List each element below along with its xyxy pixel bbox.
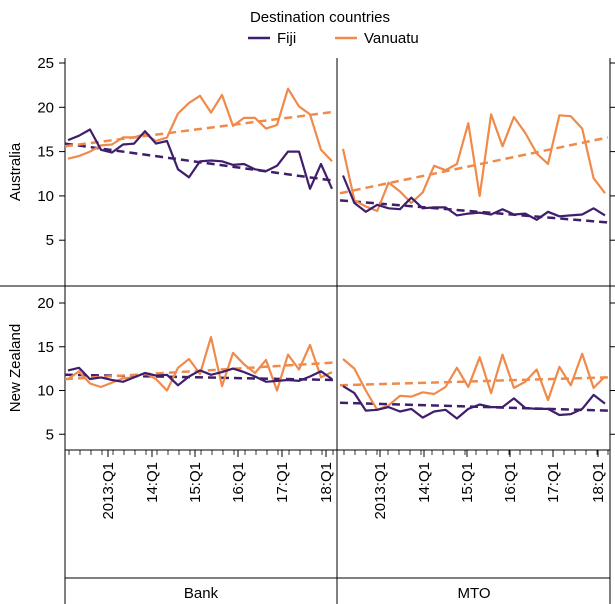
- series-line-fiji: [67, 128, 334, 190]
- x-tick-label: 15:Q1: [459, 462, 476, 503]
- x-tick-label: 14:Q1: [144, 462, 161, 503]
- x-tick-label: 15:Q1: [187, 462, 204, 503]
- legend-label-vanuatu: Vanuatu: [364, 30, 419, 47]
- x-tick-label: 18:Q1: [590, 462, 607, 503]
- trend-line-vanuatu: [339, 376, 609, 387]
- x-tick-label: 17:Q1: [545, 462, 562, 503]
- y-tick-label: 15: [37, 339, 54, 356]
- trend-line-fiji: [339, 199, 609, 224]
- y-tick-label: 20: [37, 99, 54, 116]
- group-label-bank: Bank: [184, 585, 219, 602]
- series-line-vanuatu: [341, 113, 606, 213]
- y-tick-label: 10: [37, 383, 54, 400]
- series-line-vanuatu: [67, 87, 333, 163]
- y-tick-label: 25: [37, 55, 54, 72]
- y-tick-label: 5: [46, 426, 54, 443]
- series-line-vanuatu: [342, 352, 606, 411]
- x-tick-label: 18:Q1: [318, 462, 335, 503]
- y-tick-label: 15: [37, 144, 54, 161]
- series-line-fiji: [342, 385, 606, 420]
- x-tick-label: 17:Q1: [274, 462, 291, 503]
- series-line-fiji: [341, 175, 606, 221]
- legend-label-fiji: Fiji: [277, 30, 296, 47]
- series-line-vanuatu: [67, 336, 333, 392]
- legend-title: Destination countries: [250, 9, 390, 26]
- x-tick-label: 16:Q1: [502, 462, 519, 503]
- series-line-fiji: [67, 366, 333, 387]
- y-axis-ticks: 5 10 15 20 25 5 10 15 20: [37, 55, 615, 443]
- axes-frame: [0, 58, 615, 604]
- y-tick-label: 20: [37, 295, 54, 312]
- series-layer: [64, 87, 609, 420]
- x-axis-ticks: 2013:Q1 14:Q1 15:Q1 16:Q1 17:Q1 18:Q1 2013:Q1 1…: [68, 450, 609, 520]
- x-tick-label: 2013:Q1: [100, 462, 117, 520]
- y-tick-label: 5: [46, 232, 54, 249]
- trend-line-vanuatu: [64, 110, 336, 148]
- x-tick-label: 2013:Q1: [372, 462, 389, 520]
- row-label-australia: Australia: [7, 142, 24, 201]
- x-tick-label: 16:Q1: [230, 462, 247, 503]
- row-label-new-zealand: New Zealand: [7, 324, 24, 412]
- group-label-mto: MTO: [457, 585, 490, 602]
- x-tick-label: 14:Q1: [416, 462, 433, 503]
- legend: Destination countries Fiji Vanuatu: [248, 9, 419, 47]
- y-tick-label: 10: [37, 188, 54, 205]
